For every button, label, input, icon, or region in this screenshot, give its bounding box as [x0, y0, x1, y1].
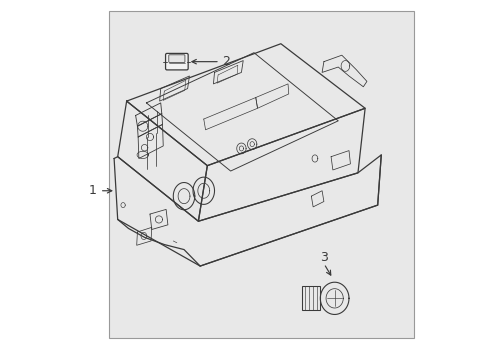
FancyBboxPatch shape — [169, 55, 185, 62]
FancyBboxPatch shape — [166, 53, 188, 70]
Text: 3: 3 — [320, 251, 328, 264]
Bar — [109, 12, 414, 338]
Bar — [302, 286, 320, 310]
Text: 2: 2 — [221, 55, 230, 68]
Text: 1: 1 — [89, 184, 97, 197]
